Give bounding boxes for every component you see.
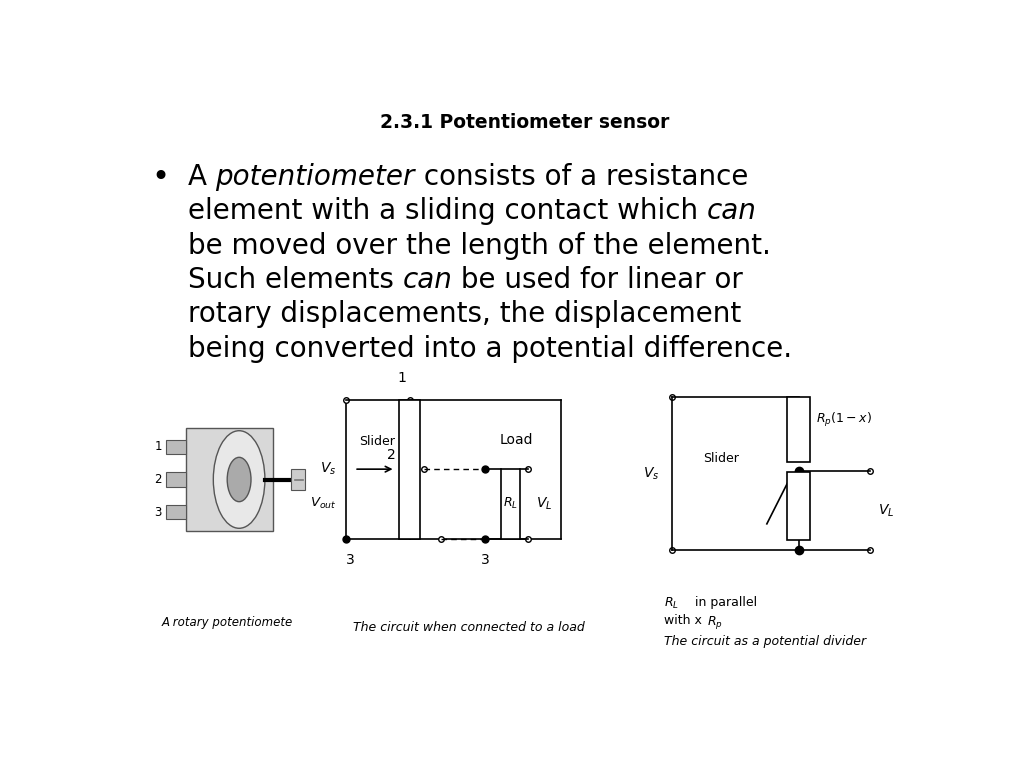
Text: $V_s$: $V_s$: [321, 461, 337, 478]
Text: The circuit as a potential divider: The circuit as a potential divider: [664, 635, 866, 648]
Bar: [166, 440, 185, 454]
Text: being converted into a potential difference.: being converted into a potential differe…: [187, 335, 792, 362]
Bar: [787, 472, 810, 540]
Text: 3: 3: [346, 554, 354, 568]
Bar: [291, 468, 305, 490]
Text: $R_p$: $R_p$: [708, 614, 723, 631]
Bar: [185, 428, 272, 531]
Bar: [787, 397, 810, 462]
Text: A: A: [187, 163, 215, 191]
Text: •: •: [152, 163, 170, 192]
Ellipse shape: [227, 457, 251, 502]
Text: The circuit when connected to a load: The circuit when connected to a load: [353, 621, 585, 634]
Text: Slider: Slider: [703, 452, 739, 465]
Text: 1: 1: [397, 371, 407, 385]
Text: Such elements: Such elements: [187, 266, 402, 294]
Text: 3: 3: [480, 554, 489, 568]
Bar: [501, 469, 520, 538]
Text: potentiometer: potentiometer: [215, 163, 415, 191]
Text: $R_L$: $R_L$: [664, 596, 679, 611]
Bar: [399, 399, 420, 538]
Text: $V_L$: $V_L$: [536, 495, 552, 512]
Ellipse shape: [213, 431, 265, 528]
Text: be used for linear or: be used for linear or: [453, 266, 743, 294]
Bar: [166, 505, 185, 519]
Text: can: can: [402, 266, 453, 294]
Text: 1: 1: [155, 441, 162, 453]
Text: 3: 3: [155, 505, 162, 518]
Text: $V_{out}$: $V_{out}$: [310, 496, 337, 511]
Text: in parallel: in parallel: [691, 596, 758, 609]
Text: rotary displacements, the displacement: rotary displacements, the displacement: [187, 300, 740, 328]
Text: element with a sliding contact which: element with a sliding contact which: [187, 197, 707, 226]
Text: be moved over the length of the element.: be moved over the length of the element.: [187, 232, 770, 260]
Text: $R_p(1-x)$: $R_p(1-x)$: [816, 412, 872, 429]
Text: 2: 2: [387, 448, 395, 462]
Bar: [166, 472, 185, 487]
Text: 2.3.1 Potentiometer sensor: 2.3.1 Potentiometer sensor: [380, 113, 670, 132]
Text: Slider: Slider: [359, 435, 395, 449]
Text: 2: 2: [155, 473, 162, 486]
Text: A rotary potentiomete: A rotary potentiomete: [162, 615, 293, 628]
Text: consists of a resistance: consists of a resistance: [415, 163, 749, 191]
Text: with x: with x: [664, 614, 701, 627]
Text: can: can: [707, 197, 757, 226]
Text: $V_L$: $V_L$: [878, 502, 894, 518]
Text: $R_L$: $R_L$: [503, 496, 518, 511]
Text: $V_s$: $V_s$: [643, 465, 659, 482]
Text: Load: Load: [500, 432, 534, 447]
